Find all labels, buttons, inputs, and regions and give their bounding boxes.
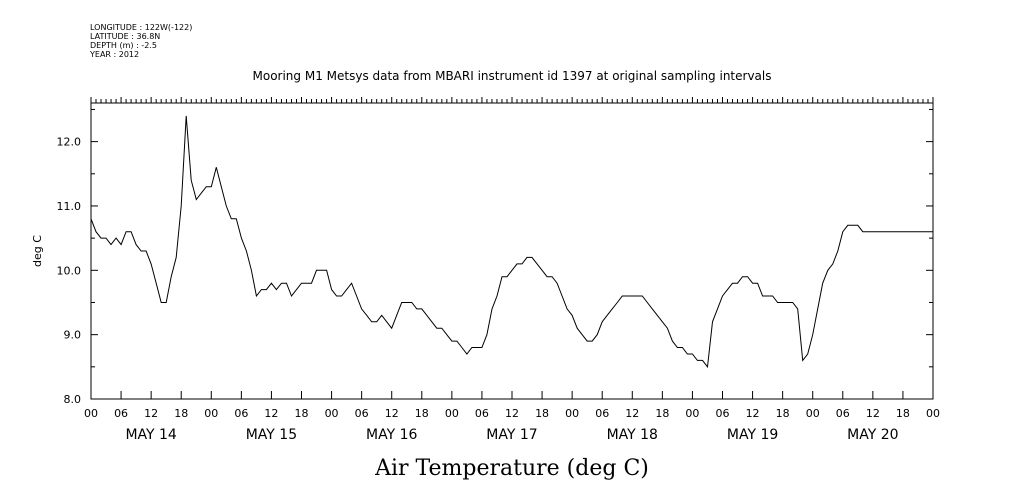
x-tick-label: 00 [325,407,339,420]
x-tick-label: 00 [84,407,98,420]
x-tick-label: 06 [355,407,369,420]
day-label: MAY 19 [727,427,778,443]
chart-title: Mooring M1 Metsys data from MBARI instru… [253,69,772,83]
x-tick-label: 18 [535,407,549,420]
y-tick-label: 12.0 [57,136,82,149]
x-tick-label: 12 [385,407,399,420]
y-tick-label: 11.0 [57,200,82,213]
day-label: MAY 16 [366,427,417,443]
x-tick-label: 12 [746,407,760,420]
y-tick-label: 10.0 [57,264,82,277]
x-tick-label: 00 [685,407,699,420]
x-tick-label: 00 [565,407,579,420]
x-tick-label: 18 [776,407,790,420]
y-tick-label: 8.0 [64,393,82,406]
x-tick-label: 18 [174,407,188,420]
x-tick-label: 06 [234,407,248,420]
day-label: MAY 17 [486,427,537,443]
year-label: YEAR : 2012 [89,50,139,59]
series-layer [90,115,933,369]
air-temperature-line [90,115,933,369]
x-tick-label: 18 [295,407,309,420]
x-tick-label: 06 [595,407,609,420]
day-label: MAY 20 [847,427,898,443]
day-label: MAY 15 [246,427,297,443]
day-label: MAY 18 [607,427,658,443]
x-tick-label: 18 [655,407,669,420]
x-tick-label: 06 [716,407,730,420]
y-axis: 8.0 9.0 10.0 11.0 12.0 [57,108,933,406]
x-tick-label: 18 [896,407,910,420]
x-tick-label: 06 [475,407,489,420]
x-axis: 00 06 12 18 00 06 12 18 00 06 12 18 00 06 12 18 00 06 12 18… [84,97,940,443]
x-tick-label: 00 [806,407,820,420]
latitude-label: LATITUDE : 36.8N [90,32,160,41]
depth-label: DEPTH (m) : -2.5 [90,41,157,50]
x-tick-label: 06 [836,407,850,420]
x-tick-label: 12 [505,407,519,420]
x-tick-label: 00 [926,407,940,420]
x-tick-label: 00 [204,407,218,420]
day-label: MAY 14 [125,427,176,443]
y-tick-label: 9.0 [64,329,82,342]
x-tick-label: 12 [866,407,880,420]
x-tick-label: 12 [144,407,158,420]
x-axis-label: Air Temperature (deg C) [374,456,649,481]
x-tick-label: 18 [415,407,429,420]
x-tick-label: 06 [114,407,128,420]
x-tick-label: 12 [625,407,639,420]
longitude-label: LONGITUDE : 122W(-122) [90,23,192,32]
y-axis-label: deg C [31,235,44,267]
x-tick-label: 00 [445,407,459,420]
x-tick-label: 12 [264,407,278,420]
